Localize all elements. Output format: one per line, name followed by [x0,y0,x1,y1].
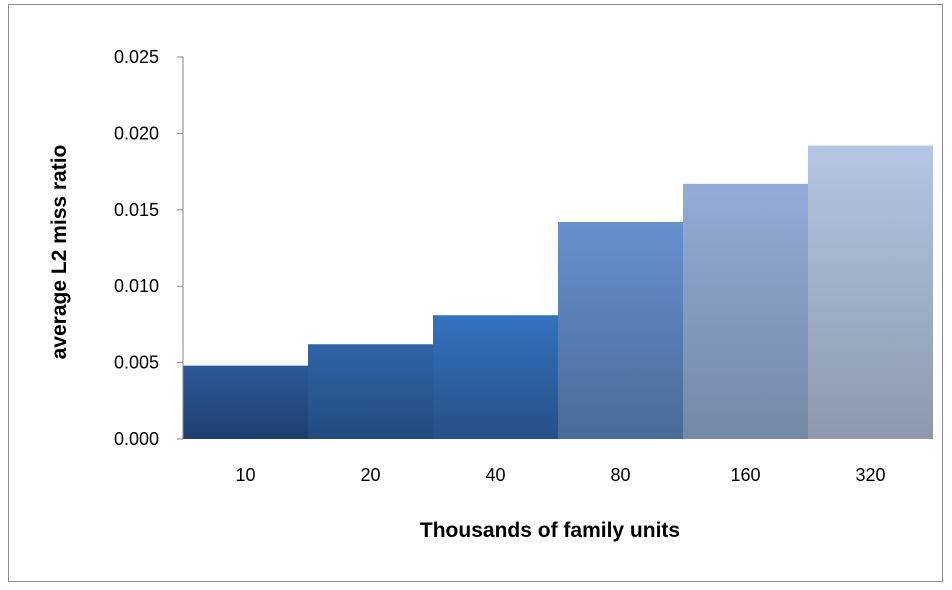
x-tick-label: 80 [610,465,630,485]
x-tick-label: 20 [360,465,380,485]
bar-40 [433,315,558,439]
y-axis-title: average L2 miss ratio [48,145,71,360]
bar-80 [558,222,683,439]
y-tick-label: 0.010 [114,276,159,296]
y-tick-label: 0.020 [114,123,159,143]
bar-160 [683,183,808,439]
bars-group [183,145,933,439]
y-tick-label: 0.025 [114,47,159,67]
x-axis: 10 20 40 80 160 320 [235,465,885,485]
y-tick-label: 0.015 [114,200,159,220]
bar-320 [808,145,933,439]
x-tick-label: 10 [235,465,255,485]
y-tick-label: 0.005 [114,353,159,373]
x-tick-label: 40 [485,465,505,485]
x-axis-title: Thousands of family units [420,519,680,542]
x-tick-label: 160 [730,465,760,485]
bar-20 [308,344,433,439]
bar-10 [183,365,308,439]
x-tick-label: 320 [855,465,885,485]
y-tick-label: 0.000 [114,429,159,449]
y-axis: 0.000 0.005 0.010 0.015 0.020 0.025 [114,47,184,449]
